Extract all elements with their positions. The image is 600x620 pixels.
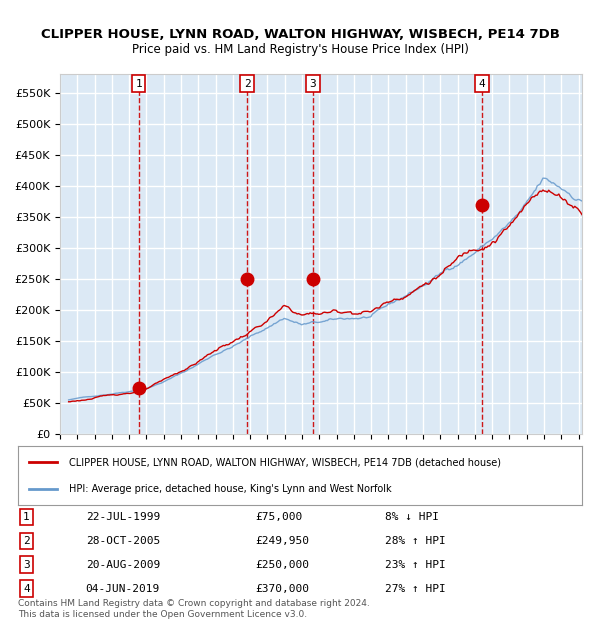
Text: 22-JUL-1999: 22-JUL-1999 (86, 512, 160, 522)
Text: 1: 1 (135, 79, 142, 89)
Text: 4: 4 (23, 583, 30, 594)
Text: 28% ↑ HPI: 28% ↑ HPI (385, 536, 445, 546)
Text: 1: 1 (23, 512, 30, 522)
Text: 3: 3 (23, 560, 30, 570)
Text: 28-OCT-2005: 28-OCT-2005 (86, 536, 160, 546)
Text: £75,000: £75,000 (255, 512, 302, 522)
Text: CLIPPER HOUSE, LYNN ROAD, WALTON HIGHWAY, WISBECH, PE14 7DB (detached house): CLIPPER HOUSE, LYNN ROAD, WALTON HIGHWAY… (69, 458, 501, 467)
Text: CLIPPER HOUSE, LYNN ROAD, WALTON HIGHWAY, WISBECH, PE14 7DB: CLIPPER HOUSE, LYNN ROAD, WALTON HIGHWAY… (41, 28, 559, 41)
Text: HPI: Average price, detached house, King's Lynn and West Norfolk: HPI: Average price, detached house, King… (69, 484, 391, 494)
Text: £370,000: £370,000 (255, 583, 309, 594)
Text: 04-JUN-2019: 04-JUN-2019 (86, 583, 160, 594)
Text: 2: 2 (244, 79, 250, 89)
Text: £250,000: £250,000 (255, 560, 309, 570)
Text: 8% ↓ HPI: 8% ↓ HPI (385, 512, 439, 522)
Text: 27% ↑ HPI: 27% ↑ HPI (385, 583, 445, 594)
Text: 3: 3 (310, 79, 316, 89)
Text: Contains HM Land Registry data © Crown copyright and database right 2024.
This d: Contains HM Land Registry data © Crown c… (18, 600, 370, 619)
Text: 23% ↑ HPI: 23% ↑ HPI (385, 560, 445, 570)
Text: £249,950: £249,950 (255, 536, 309, 546)
Text: 4: 4 (479, 79, 485, 89)
Text: 20-AUG-2009: 20-AUG-2009 (86, 560, 160, 570)
Text: Price paid vs. HM Land Registry's House Price Index (HPI): Price paid vs. HM Land Registry's House … (131, 43, 469, 56)
Text: 2: 2 (23, 536, 30, 546)
